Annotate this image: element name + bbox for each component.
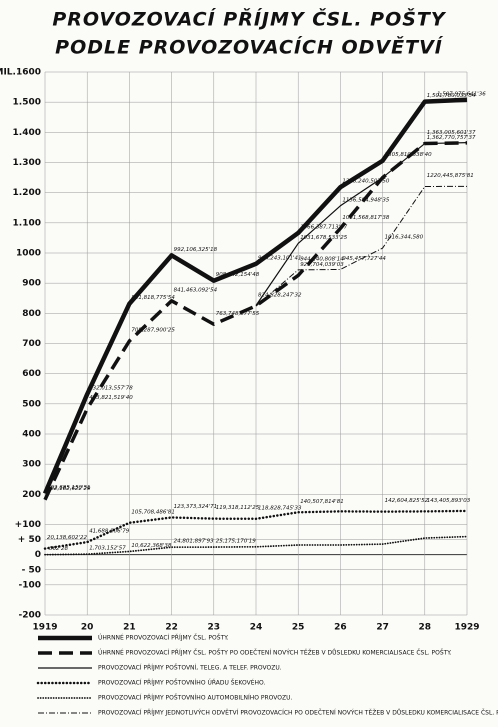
data-label: 831,818,775'54 — [131, 295, 175, 301]
series-line — [255, 185, 468, 307]
data-label: 708,287,900'25 — [131, 327, 175, 333]
data-label: 1,362,770,757'37 — [427, 135, 476, 141]
data-label: 123,373,324'71 — [174, 504, 218, 510]
chart-subtitle: PODLE PROVOZOVACÍCH ODVĚTVÍ — [55, 36, 444, 59]
data-label: 142,604,825'52 — [385, 498, 429, 504]
data-label: 202,685,150'51 — [47, 485, 91, 491]
y-tick-label: 1.400 — [13, 128, 41, 138]
x-tick-label: 27 — [376, 623, 389, 633]
y-tick-label: 1.200 — [13, 188, 41, 198]
series-line — [43, 509, 469, 550]
x-tick-label: 24 — [250, 623, 263, 633]
y-tick-label: 600 — [22, 369, 41, 379]
y-tick-label: 700 — [22, 339, 41, 349]
data-label: 118,828,745'33 — [258, 505, 302, 511]
data-label: 763,748,877'55 — [216, 311, 260, 317]
y-tick-label: 1000 — [16, 249, 41, 259]
data-label: 824,828,247'32 — [258, 292, 302, 298]
data-label: 964,243,101'41 — [258, 255, 302, 261]
legend-label: PROVOZOVACÍ PŘÍJMY POŠTOVNÍHO AUTOMOBILN… — [98, 694, 292, 702]
data-label: 483,821,519'40 — [89, 395, 133, 401]
data-label: 1016,344,580 — [385, 235, 424, 241]
y-tick-label: -200 — [18, 611, 41, 621]
y-tick-label: +100 — [15, 520, 41, 530]
legend-label: ÚHRNNÉ PROVOZOVACÍ PŘÍJMY ČSL. POŠTY PO … — [98, 649, 452, 657]
data-label: 10,622,368'38 — [131, 543, 172, 549]
data-label: 992,106,325'18 — [174, 247, 218, 253]
data-label: 1066,387,713'67 — [300, 224, 348, 230]
data-label: 1220,445,875'81 — [427, 173, 474, 179]
data-label: 925,704,039'03 — [300, 262, 344, 268]
data-label: 143,405,893'03 — [427, 498, 471, 504]
data-label: 25,175,170'19 — [216, 539, 257, 545]
x-tick-label: 21 — [123, 623, 136, 633]
series-line — [42, 97, 468, 495]
x-tick-label: 1929 — [454, 623, 479, 633]
data-label: 1218,240,503'50 — [342, 179, 390, 185]
series-line — [255, 141, 468, 306]
legend-label: ÚHRNNÉ PROVOZOVACÍ PŘÍJMY ČSL. POŠTY. — [98, 634, 229, 642]
data-label: 532,013,557'78 — [89, 386, 133, 392]
x-tick-label: 23 — [208, 623, 221, 633]
legend-label: PROVOZOVACÍ PŘÍJMY JEDNOTLIVÝCH ODVĚTVÍ … — [98, 709, 498, 717]
data-label: 945,457,727'44 — [342, 256, 386, 262]
data-label: 119,318,112'25 — [216, 505, 260, 511]
data-label: 20,138,602'22 — [47, 535, 88, 541]
chart-title: PROVOZOVACÍ PŘÍJMY ČSL. POŠTY — [52, 7, 447, 31]
y-tick-label: 1.500 — [13, 98, 41, 108]
x-tick-label: 25 — [292, 623, 305, 633]
legend-label: PROVOZOVACÍ PŘÍJMY POŠTOVNÍHO ÚŘADU ŠEKO… — [98, 679, 266, 687]
y-tick-label: 200 — [22, 490, 41, 500]
data-label: 944,140,808'14 — [300, 256, 344, 262]
data-label: 24,801,897'93 — [174, 539, 215, 545]
y-tick-label: 300 — [22, 460, 41, 470]
data-label: 1,507,975,641'36 — [437, 91, 486, 97]
data-label: 841,463,092'54 — [174, 287, 218, 293]
data-label: 1081,568,817'38 — [342, 215, 390, 221]
y-tick-label: 0 — [35, 550, 41, 560]
y-tick-label: -100 — [18, 580, 41, 590]
data-label: 41,688,806'79 — [89, 529, 130, 535]
y-tick-label: - 50 — [22, 565, 41, 575]
y-tick-label: 1.300 — [13, 158, 41, 168]
data-label: -362'28 — [47, 546, 68, 552]
data-label: 908,242,154'48 — [216, 272, 260, 278]
y-tick-label: 500 — [22, 399, 41, 409]
data-label: 1,363,005,601'37 — [427, 130, 476, 136]
data-label: 140,507,814'81 — [300, 499, 344, 505]
x-tick-label: 26 — [334, 623, 347, 633]
data-label: 1156,584,948'35 — [342, 197, 390, 203]
x-tick-label: 1919 — [32, 623, 57, 633]
y-tick-label: + 50 — [18, 535, 41, 545]
legend-label: PROVOZOVACÍ PŘÍJMY POŠTOVNÍ, TELEG. A TE… — [98, 664, 282, 672]
y-tick-label: MIL.1600 — [0, 68, 41, 78]
data-label: 105,708,486'81 — [131, 509, 175, 515]
data-label: 182,182,622'29 — [47, 486, 91, 492]
y-tick-label: 400 — [22, 430, 41, 440]
y-tick-label: 1.100 — [13, 218, 41, 228]
series-line — [44, 535, 468, 556]
data-label: 1,703,152'57 — [89, 546, 126, 552]
x-tick-label: 28 — [419, 623, 432, 633]
x-tick-label: 22 — [165, 623, 178, 633]
y-tick-label: 800 — [22, 309, 41, 319]
x-tick-label: 20 — [81, 623, 94, 633]
data-label: 1,501,780,033'54 — [427, 93, 476, 99]
data-label: 1031,678,533'25 — [300, 235, 348, 241]
y-tick-label: 900 — [22, 279, 41, 289]
